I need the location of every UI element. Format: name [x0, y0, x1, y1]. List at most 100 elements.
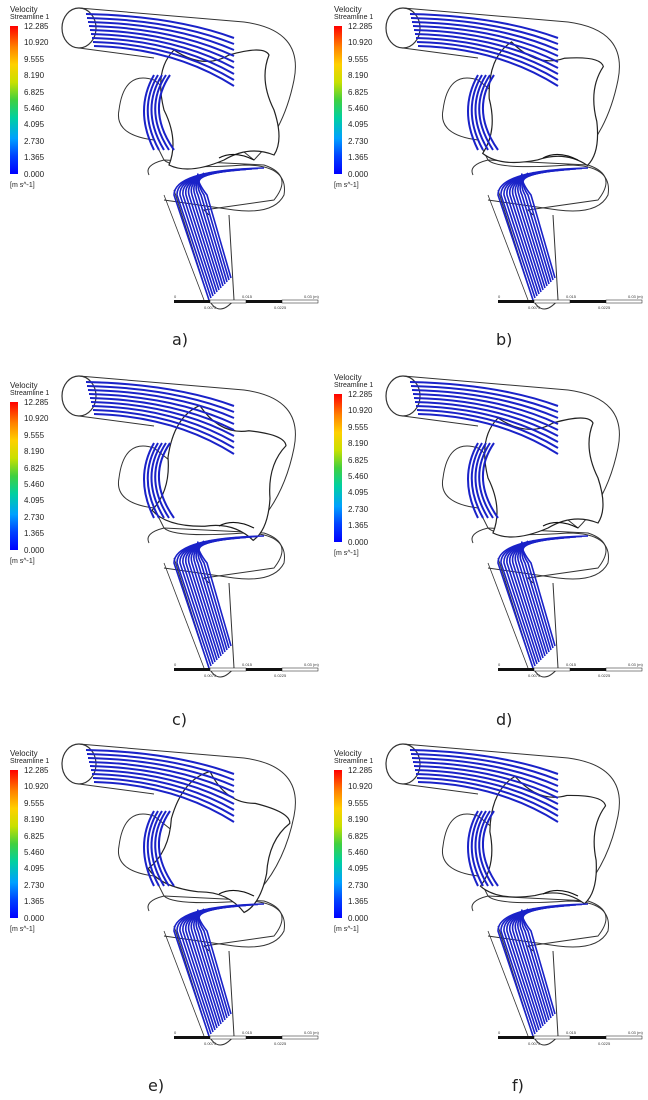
velocity-legend: Velocity Streamline 1 12.285 10.920 9.555 8.1…: [334, 374, 414, 557]
legend-tick: 0.000: [348, 913, 369, 923]
streamline: [85, 381, 235, 407]
streamline: [90, 401, 235, 437]
legend-tick: 1.365: [24, 153, 45, 163]
legend-tick: 6.825: [348, 831, 369, 841]
streamline: [414, 33, 559, 69]
streamline: [86, 17, 235, 45]
legend-tick: 12.285: [348, 390, 373, 399]
streamline: [467, 810, 479, 887]
legend-tick: 9.555: [24, 430, 45, 440]
velocity-legend: Velocity Streamline 1 12.285 10.920 9.555 8.1…: [10, 5, 90, 189]
scale-label: 0: [498, 662, 501, 667]
inlet-lower-wall: [402, 47, 479, 59]
lower-casing: [147, 527, 283, 584]
legend-tick: 5.460: [348, 472, 369, 481]
upper-casing: [402, 375, 620, 580]
scale-label: 0.03 (m): [628, 294, 644, 299]
streamline: [416, 409, 559, 449]
streamline: [478, 810, 494, 887]
legend-tick: 4.095: [24, 864, 45, 874]
streamline: [158, 74, 175, 151]
rotor: [151, 404, 287, 542]
streamline: [196, 909, 232, 1015]
velocity-colorbar: [10, 402, 18, 550]
pump-geometry-diagram: 0 0.015 0.03 (m) 0.0075 0.0225: [385, 7, 644, 310]
streamline: [412, 25, 559, 57]
streamline: [474, 442, 489, 519]
legend-title: Velocity: [10, 381, 38, 390]
scale-label: 0.0075: [204, 673, 217, 678]
scale-label: 0.0225: [274, 673, 287, 678]
scale-label: 0: [498, 294, 501, 299]
streamline: [218, 889, 255, 897]
streamline: [143, 810, 155, 887]
streamline: [143, 74, 155, 151]
legend-title: Velocity: [10, 5, 38, 14]
legend-tick: 9.555: [348, 54, 369, 64]
velocity-colorbar: [334, 26, 342, 174]
legend-tick: 10.920: [24, 782, 49, 792]
legend-tick: 8.190: [348, 71, 369, 81]
caption-e: e): [148, 1076, 165, 1095]
outlet-channel-left: [163, 194, 205, 301]
streamline: [218, 153, 255, 161]
legend-title: Velocity: [10, 749, 38, 758]
caption-c: c): [172, 710, 188, 729]
legend-tick: 9.555: [24, 54, 45, 64]
legend-tick: 9.555: [24, 798, 45, 808]
legend-tick: 9.555: [348, 798, 369, 808]
legend-subtitle: Streamline 1: [334, 14, 374, 21]
legend-tick: 10.920: [24, 414, 49, 424]
streamline: [470, 442, 484, 519]
panel-c: Velocity Streamline 1 12.285 10.920 9.555 8.1…: [4, 368, 324, 728]
streamline: [520, 909, 556, 1015]
legend-tick: 12.285: [24, 398, 49, 407]
legend-subtitle: Streamline 1: [10, 758, 50, 765]
streamline: [87, 389, 235, 419]
velocity-legend: Velocity Streamline 1 12.285 10.920 9.555 8.1…: [334, 6, 414, 189]
legend-tick: 0.000: [24, 545, 45, 555]
legend-tick: 1.365: [24, 897, 45, 907]
streamline: [93, 781, 235, 823]
streamline: [154, 810, 170, 887]
inlet-lower-wall: [402, 783, 479, 795]
streamline: [467, 74, 479, 151]
streamline: [158, 810, 175, 887]
streamline: [92, 777, 235, 817]
pump-geometry-diagram: 0 0.015 0.03 (m) 0.0075 0.0225: [61, 743, 320, 1046]
lower-casing: [471, 527, 607, 584]
streamline: [542, 889, 579, 897]
scale-label: 0.015: [242, 662, 253, 667]
scale-label: 0: [174, 1030, 177, 1035]
legend-tick: 0.000: [348, 169, 369, 179]
streamline: [415, 773, 559, 811]
streamline: [542, 153, 579, 161]
scale-label: 0.0225: [598, 305, 611, 310]
legend-tick: 4.095: [24, 120, 45, 130]
streamline: [90, 33, 235, 69]
outlet-channel-left: [163, 562, 205, 669]
legend-tick: 6.825: [348, 87, 369, 97]
legend-tick: 1.365: [24, 529, 45, 539]
legend-tick: 1.365: [348, 521, 369, 531]
legend-title: Velocity: [334, 749, 362, 758]
velocity-colorbar: [10, 26, 18, 174]
streamline: [88, 761, 235, 793]
scale-label: 0: [498, 1030, 501, 1035]
streamline: [146, 74, 160, 151]
streamline: [154, 74, 170, 151]
legend-subtitle: Streamline 1: [10, 390, 50, 397]
streamline: [146, 442, 160, 519]
streamline: [413, 765, 559, 799]
scale-label: 0.0225: [598, 1041, 611, 1046]
streamline: [409, 749, 559, 775]
legend-tick: 5.460: [24, 848, 45, 857]
streamline: [411, 757, 559, 787]
streamline: [91, 405, 235, 443]
rotor: [147, 770, 291, 914]
panel-d: Velocity Streamline 1 12.285 10.920 9.555 8.1…: [328, 368, 648, 728]
legend-tick: 8.190: [24, 815, 45, 825]
streamline: [411, 389, 559, 419]
legend-tick: 12.285: [348, 22, 373, 31]
scale-bar: 0 0.015 0.03 (m) 0.0075 0.0225: [174, 1030, 320, 1046]
